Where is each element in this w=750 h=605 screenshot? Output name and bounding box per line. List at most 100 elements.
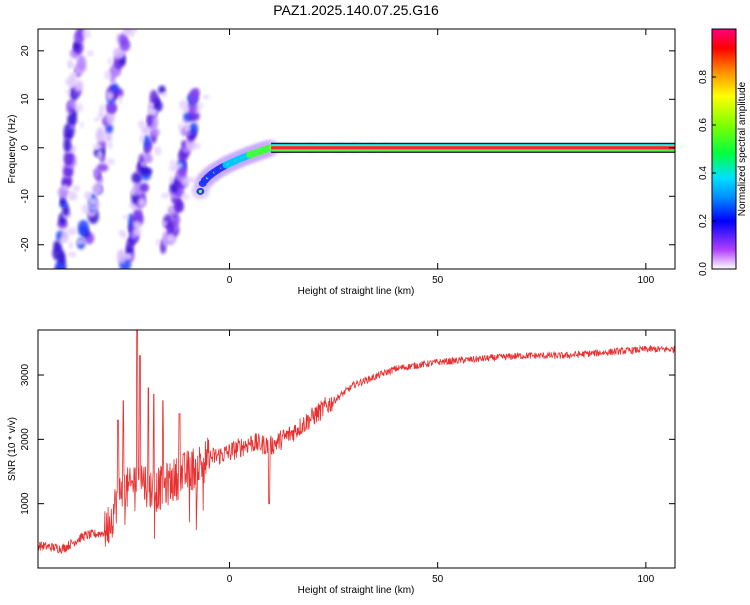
y-tick-label: 20 bbox=[20, 45, 31, 57]
heatmap-blob bbox=[92, 167, 100, 179]
heatmap-blob bbox=[59, 237, 68, 244]
colorbar-tick-label: 0.2 bbox=[698, 214, 709, 228]
heatmap-blob bbox=[132, 220, 142, 230]
heatmap-blob bbox=[149, 128, 160, 137]
heatmap-blob bbox=[160, 92, 167, 98]
heatmap-blob bbox=[62, 175, 73, 186]
heatmap-blob bbox=[110, 83, 119, 92]
x-tick-label: 50 bbox=[432, 574, 444, 585]
heatmap-blob bbox=[139, 134, 145, 143]
heatmap-blob bbox=[132, 29, 138, 33]
heatmap-blob bbox=[130, 188, 136, 196]
heatmap-blob bbox=[71, 79, 79, 84]
heatmap-blob bbox=[63, 165, 74, 178]
heatmap-blob bbox=[86, 49, 94, 57]
heatmap-blob bbox=[91, 183, 103, 195]
snr-x-ticks: 0 50 100 bbox=[227, 330, 655, 585]
heatmap-blob bbox=[185, 176, 195, 183]
heatmap-blob bbox=[75, 239, 85, 245]
y-tick-label: 2000 bbox=[20, 428, 31, 451]
heatmap-blob bbox=[93, 116, 100, 122]
spectrogram-y-label: Frequency (Hz) bbox=[7, 115, 18, 184]
heatmap-blob bbox=[168, 164, 179, 172]
heatmap-blob bbox=[76, 55, 87, 72]
heatmap-blob bbox=[146, 114, 153, 127]
snr-x-label: Height of straight line (km) bbox=[298, 585, 415, 596]
heatmap-blob bbox=[118, 33, 128, 46]
heatmap-blob bbox=[122, 215, 130, 220]
spectrogram-x-label: Height of straight line (km) bbox=[298, 286, 415, 297]
y-tick-label: 0 bbox=[20, 145, 31, 151]
heatmap-blob bbox=[106, 158, 115, 166]
heatmap-blob bbox=[68, 193, 78, 201]
spectrogram-panel: 0 50 100 -20 -10 0 10 20 Height of straight li… bbox=[7, 28, 676, 297]
heatmap-blob bbox=[182, 106, 190, 114]
heatmap-blob bbox=[161, 221, 168, 226]
heatmap-blob bbox=[118, 94, 123, 105]
heatmap-blob bbox=[65, 89, 71, 95]
heatmap-blob bbox=[92, 143, 103, 150]
snr-y-label: SNR (10 * v/v) bbox=[7, 417, 18, 481]
heatmap-blob bbox=[53, 240, 62, 251]
heatmap-feature-streak bbox=[52, 29, 94, 269]
snr-frame bbox=[37, 329, 676, 569]
y-tick-label: 3000 bbox=[20, 363, 31, 386]
heatmap-blob bbox=[147, 106, 155, 114]
heatmap-blob bbox=[192, 87, 200, 97]
colorbar-label: Normalized spectral amplitude bbox=[737, 81, 748, 216]
spectrogram-x-ticks: 0 50 100 bbox=[227, 29, 655, 286]
colorbar-ticks: 0.0 0.2 0.4 0.6 0.8 bbox=[698, 70, 716, 276]
heatmap-blob bbox=[194, 143, 201, 149]
heatmap-blob bbox=[63, 150, 74, 166]
heatmap-blob bbox=[88, 197, 98, 206]
colorbar: 0.0 0.2 0.4 0.6 0.8 Normalized spectral ampl… bbox=[698, 28, 748, 276]
figure-title: PAZ1.2025.140.07.25.G16 bbox=[273, 2, 439, 18]
heatmap-feature-streak bbox=[116, 85, 167, 269]
heatmap-blob bbox=[67, 58, 73, 69]
heatmap-blob bbox=[132, 227, 142, 236]
heatmap-blob bbox=[78, 219, 89, 233]
heatmap-blob bbox=[161, 192, 169, 199]
heatmap-blob bbox=[63, 137, 72, 153]
heatmap-blob bbox=[68, 99, 77, 109]
heatmap-blob bbox=[129, 32, 135, 38]
x-tick-label: 0 bbox=[227, 275, 233, 286]
heatmap-blob bbox=[107, 141, 113, 149]
heatmap-blob bbox=[124, 253, 133, 260]
spectrogram-frame bbox=[37, 28, 676, 270]
heatmap-blob bbox=[104, 70, 111, 80]
heatmap-feature-streak bbox=[75, 29, 138, 250]
heatmap-line-core bbox=[271, 146, 675, 150]
heatmap-blob bbox=[183, 125, 191, 132]
heatmap-blob bbox=[131, 172, 143, 184]
heatmap-blob bbox=[73, 103, 83, 113]
heatmap-blob bbox=[140, 182, 149, 193]
heatmap-blob bbox=[166, 233, 176, 243]
heatmap-feature-arc bbox=[191, 139, 281, 200]
heatmap-blob bbox=[67, 251, 77, 258]
heatmap-blob bbox=[155, 239, 161, 246]
colorbar-tick-label: 0.0 bbox=[698, 262, 709, 276]
heatmap-blob bbox=[76, 29, 85, 39]
heatmap-blob bbox=[105, 101, 117, 114]
x-tick-label: 100 bbox=[638, 275, 655, 286]
heatmap-blob bbox=[68, 241, 73, 250]
heatmap-blob bbox=[148, 102, 154, 108]
colorbar-tick-label: 0.4 bbox=[698, 166, 709, 180]
heatmap-blob bbox=[95, 127, 106, 143]
snr-series-line bbox=[38, 330, 675, 554]
y-tick-label: 1000 bbox=[20, 492, 31, 515]
heatmap-blob bbox=[70, 71, 78, 78]
heatmap-blob bbox=[133, 207, 143, 219]
heatmap-blob bbox=[169, 175, 175, 185]
heatmap-blob bbox=[171, 213, 180, 227]
heatmap-blob bbox=[116, 249, 127, 264]
heatmap-blob bbox=[149, 90, 159, 104]
heatmap-blob bbox=[96, 163, 109, 172]
x-tick-label: 0 bbox=[227, 574, 233, 585]
heatmap-blob bbox=[72, 185, 80, 192]
heatmap-blob bbox=[83, 191, 92, 198]
heatmap-blob bbox=[154, 145, 162, 156]
